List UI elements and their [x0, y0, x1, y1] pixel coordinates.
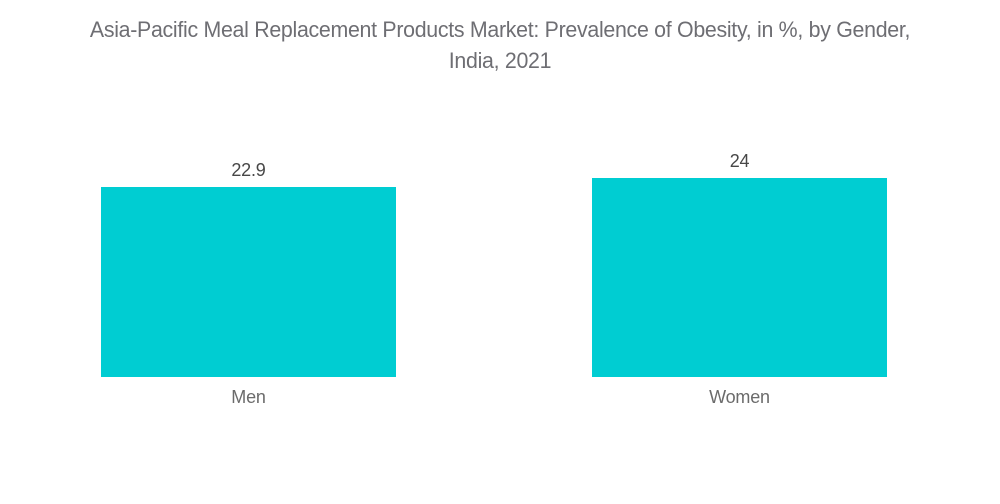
- category-label-women: Women: [709, 387, 770, 407]
- bar-chart: 22.9 24: [0, 76, 1000, 377]
- chart-title: Asia-Pacific Meal Replacement Products M…: [0, 0, 1000, 76]
- bar-group-women: 24: [592, 151, 887, 377]
- bar-women: [592, 178, 887, 377]
- chart-title-line-2: India, 2021: [448, 48, 552, 73]
- bar-value-label-women: 24: [729, 151, 750, 171]
- category-axis: Men Women: [0, 387, 1000, 407]
- bar-value-label-men: 22.9: [231, 160, 266, 180]
- bar-men: [101, 187, 396, 377]
- chart-title-line-1: Asia-Pacific Meal Replacement Products M…: [89, 17, 911, 42]
- bar-group-men: 22.9: [101, 160, 396, 377]
- category-label-men: Men: [231, 387, 266, 407]
